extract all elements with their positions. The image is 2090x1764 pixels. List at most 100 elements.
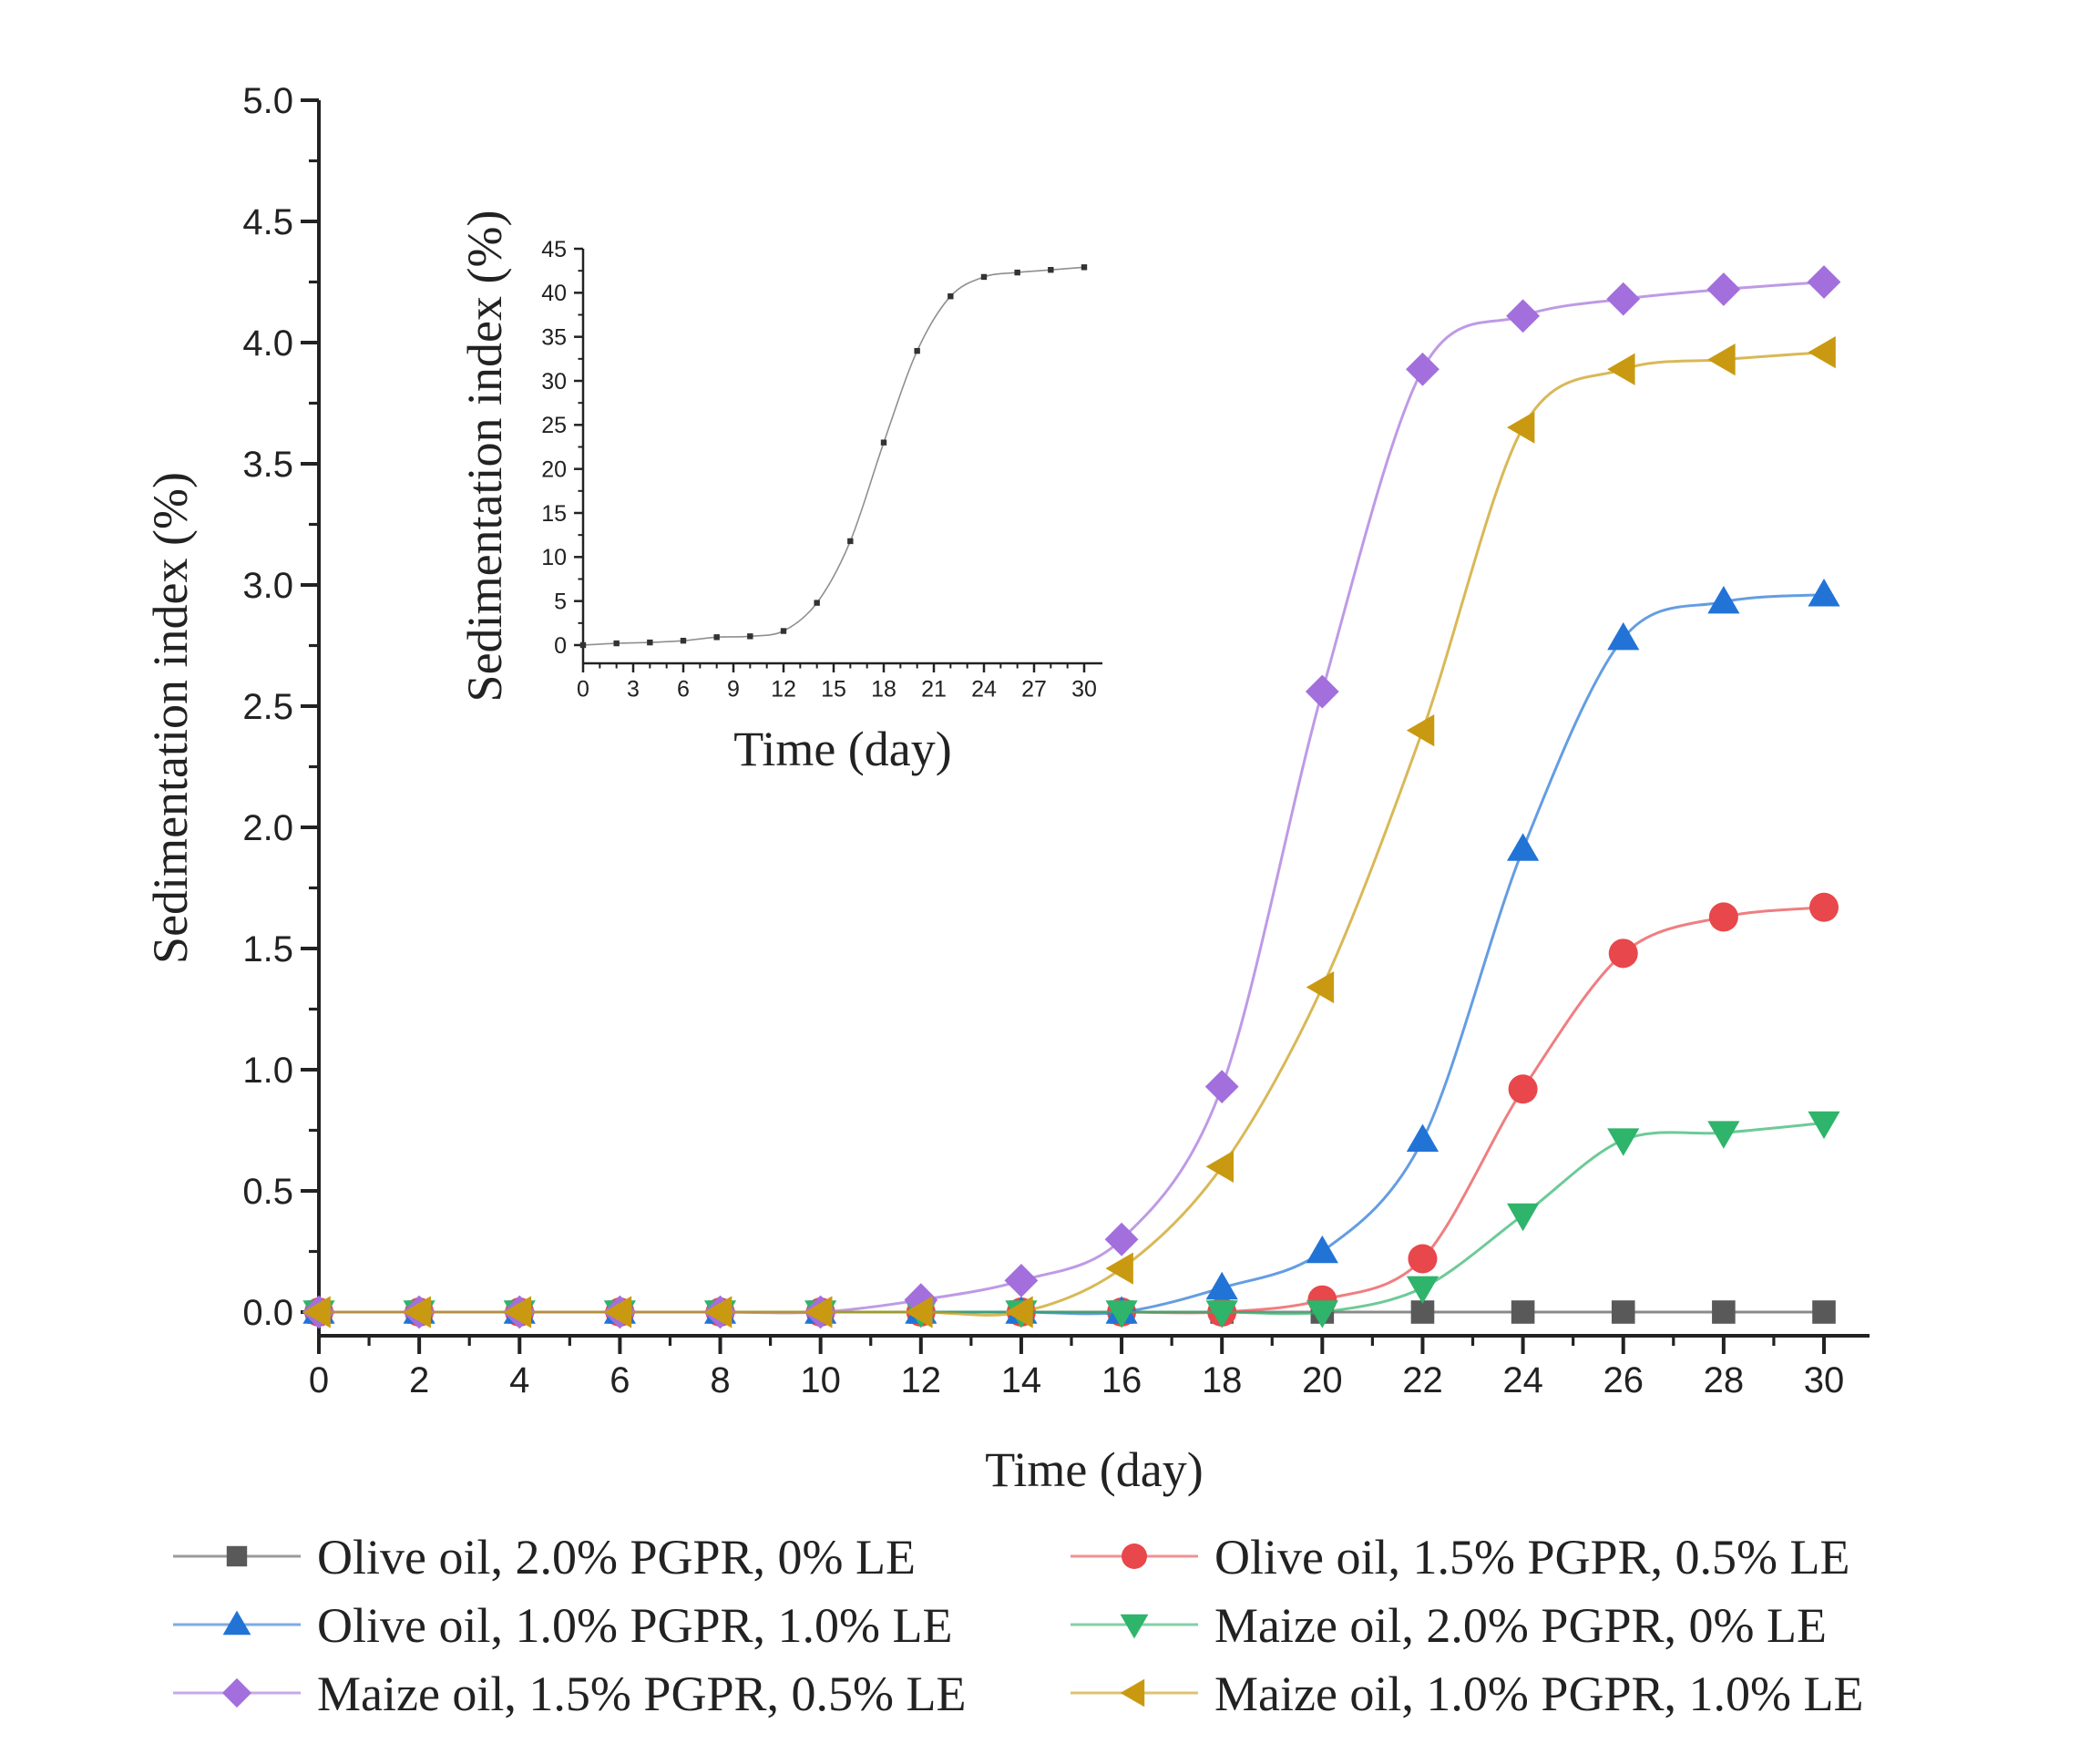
legend-swatch-marker (1120, 1614, 1149, 1639)
inset-x-tick-label: 21 (921, 676, 947, 702)
main-series-line-5 (319, 351, 1825, 1317)
inset-y-tick-label: 30 (541, 369, 567, 395)
main-x-tick-label: 24 (1502, 1360, 1543, 1400)
main-data-point (1708, 902, 1738, 932)
main-x-tick-label: 14 (1001, 1360, 1042, 1400)
main-x-tick-label: 30 (1804, 1360, 1845, 1400)
inset-x-tick-label: 27 (1021, 676, 1047, 702)
inset-data-point (948, 293, 954, 300)
main-data-point (1712, 1300, 1736, 1324)
inset-y-axis-label: Sedimentation index (%) (457, 210, 512, 703)
main-data-point (403, 1296, 431, 1328)
inset-x-tick-label: 15 (821, 676, 846, 702)
inset-data-point (814, 600, 820, 606)
main-data-point (905, 1296, 933, 1328)
inset-data-point (780, 628, 787, 634)
inset-y-tick-label: 45 (541, 237, 567, 262)
main-y-tick-label: 2.5 (242, 687, 293, 727)
main-data-point (1807, 265, 1841, 299)
main-data-point (1607, 353, 1635, 385)
legend-swatch-marker (1122, 1544, 1147, 1569)
inset-x-tick-label: 9 (727, 676, 740, 702)
legend-label: Maize oil, 1.0% PGPR, 1.0% LE (1214, 1667, 1863, 1721)
inset-y-tick-label: 25 (541, 413, 567, 438)
inset-data-point (914, 347, 920, 354)
main-x-tick-label: 10 (800, 1360, 841, 1400)
main-data-point (1105, 1252, 1133, 1285)
main-data-point (1511, 1300, 1535, 1324)
main-data-point (1808, 336, 1836, 369)
main-x-tick-label: 4 (509, 1360, 529, 1400)
main-data-point (1608, 938, 1638, 969)
main-data-point (1104, 1222, 1139, 1256)
main-x-tick-label: 6 (610, 1360, 630, 1400)
main-data-point (302, 1296, 331, 1328)
main-x-tick-label: 2 (409, 1360, 429, 1400)
inset-data-point (1081, 264, 1088, 271)
main-y-axis-label: Sedimentation index (%) (143, 472, 198, 964)
main-data-point (1507, 833, 1540, 861)
main-data-point (1607, 621, 1640, 651)
main-data-point (1808, 579, 1840, 607)
inset-data-point (713, 634, 720, 641)
inset-data-point (579, 641, 587, 649)
main-x-tick-label: 12 (901, 1360, 942, 1400)
main-data-point (1305, 674, 1339, 709)
legend-swatch-marker (222, 1610, 251, 1636)
inset-data-point (647, 639, 653, 646)
legend-label: Olive oil, 1.0% PGPR, 1.0% LE (317, 1598, 953, 1653)
main-data-point (1406, 352, 1439, 386)
main-data-point (1507, 411, 1535, 444)
legend-label: Maize oil, 2.0% PGPR, 0% LE (1214, 1598, 1827, 1653)
main-data-point (1606, 282, 1641, 316)
main-x-tick-label: 16 (1101, 1360, 1142, 1400)
main-data-point (1306, 1235, 1338, 1264)
inset-data-point (880, 439, 887, 446)
inset-chart: 0 5 10 15 20 25 30 35 40 45 0 3 6 9 12 15 18 21 24 27 30 Time… (457, 210, 1102, 776)
inset-y-tick-label: 15 (541, 501, 567, 527)
main-data-point (703, 1296, 733, 1328)
main-x-tick-label: 8 (710, 1360, 730, 1400)
main-data-point (1707, 586, 1740, 614)
inset-y-tick-label: 35 (541, 324, 567, 350)
main-x-tick-label: 0 (309, 1360, 329, 1400)
main-series-line-2 (319, 593, 1825, 1316)
inset-y-tick-label: 0 (554, 633, 567, 659)
main-y-tick-label: 0.0 (242, 1293, 293, 1333)
legend-swatch-marker (1120, 1678, 1145, 1708)
main-x-tick-label: 18 (1202, 1360, 1243, 1400)
main-y-tick-label: 2.0 (242, 808, 293, 848)
main-data-point (1204, 1070, 1239, 1104)
inset-data-point (980, 273, 988, 281)
inset-x-tick-label: 30 (1071, 676, 1097, 702)
inset-y-tick-label: 10 (541, 545, 567, 570)
main-data-point (1506, 299, 1540, 333)
main-x-tick-label: 22 (1402, 1360, 1443, 1400)
inset-x-axis-label: Time (day) (733, 722, 952, 776)
inset-y-tick-label: 40 (541, 281, 567, 306)
main-y-tick-label: 4.0 (242, 323, 293, 364)
inset-data-point (1014, 269, 1020, 276)
main-data-point (1005, 1296, 1033, 1328)
main-data-point (1507, 1203, 1540, 1232)
inset-data-point (747, 633, 753, 640)
main-y-tick-label: 1.5 (242, 929, 293, 969)
main-data-point (1410, 1300, 1435, 1324)
legend-swatch-marker (221, 1677, 252, 1708)
main-y-tick-label: 0.5 (242, 1172, 293, 1212)
main-data-point (1508, 1074, 1538, 1104)
main-series-line-3 (319, 1122, 1825, 1316)
legend-label: Olive oil, 1.5% PGPR, 0.5% LE (1214, 1530, 1850, 1585)
main-y-tick-label: 5.0 (242, 81, 293, 121)
main-x-tick-label: 26 (1603, 1360, 1644, 1400)
main-chart: 0.00.51.01.52.02.53.03.54.04.55.00 2 4 6 8 10… (143, 81, 1870, 1497)
inset-x-tick-label: 0 (577, 676, 589, 702)
main-data-point (1707, 1121, 1740, 1149)
legend-label: Olive oil, 2.0% PGPR, 0% LE (317, 1530, 916, 1585)
inset-series-line-0 (582, 266, 1085, 646)
main-x-tick-label: 28 (1704, 1360, 1745, 1400)
main-data-point (1406, 1276, 1439, 1304)
main-data-point (1809, 892, 1839, 922)
main-data-point (1406, 1123, 1439, 1152)
